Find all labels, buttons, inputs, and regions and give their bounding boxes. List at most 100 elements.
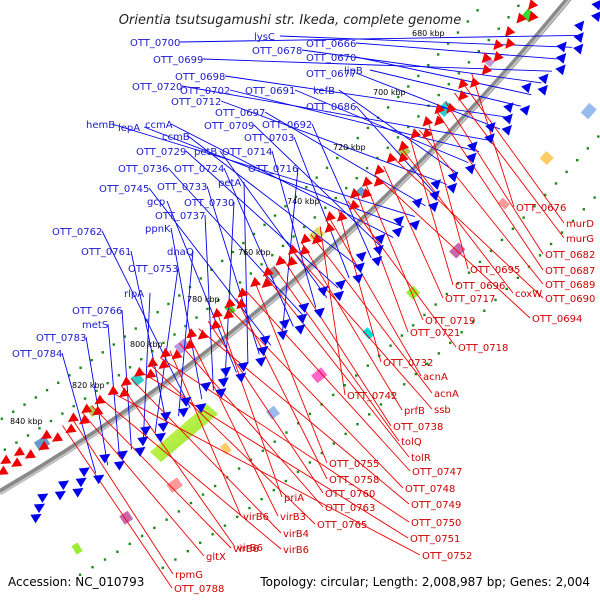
leader-line — [181, 85, 490, 141]
track-dot — [386, 106, 390, 109]
track-dot — [366, 364, 369, 367]
reverse-gene-arrow — [160, 347, 172, 358]
leader-line — [355, 42, 563, 60]
reverse-gene-label: virB6 — [283, 545, 309, 556]
reverse-gene-arrow — [145, 368, 157, 379]
forward-gene-arrow — [373, 244, 384, 256]
reverse-gene-label: OTT_0752 — [422, 551, 472, 562]
leader-line — [217, 313, 283, 498]
reverse-gene-arrow — [325, 211, 336, 222]
forward-gene-arrow — [177, 407, 189, 418]
forward-gene-arrow — [485, 121, 496, 133]
forward-gene-label: OTT_0762 — [52, 227, 102, 238]
leader-line — [273, 266, 400, 442]
track-dot — [95, 389, 98, 393]
reverse-gene-arrow — [446, 102, 457, 114]
track-dot — [449, 341, 452, 345]
forward-gene-arrow — [220, 366, 232, 377]
reverse-gene-arrow — [422, 115, 434, 127]
genome-title: Orientia tsutsugamushi str. Ikeda, compl… — [119, 13, 461, 28]
leader-line — [338, 89, 458, 174]
track-dot — [582, 208, 586, 211]
forward-gene-arrow — [333, 290, 345, 302]
track-dot — [414, 372, 417, 376]
leader-line — [223, 167, 294, 327]
track-dot — [15, 441, 18, 444]
leader-line — [62, 425, 173, 589]
reverse-gene-arrow — [236, 298, 248, 309]
leader-line — [101, 230, 191, 408]
track-dot — [296, 470, 300, 473]
reverse-gene-label: OTT_0719 — [425, 316, 475, 327]
track-dot — [437, 93, 440, 97]
forward-gene-label: OTT_0766 — [72, 306, 122, 317]
track-dot — [213, 484, 217, 488]
leader-line — [178, 250, 194, 417]
track-dot — [177, 510, 180, 513]
leader-line — [392, 156, 544, 299]
track-dot — [140, 358, 143, 361]
leader-line — [282, 258, 392, 427]
reverse-gene-arrow — [67, 412, 79, 423]
reverse-gene-arrow — [386, 152, 397, 164]
reverse-gene-arrow — [373, 176, 385, 187]
forward-gene-arrow — [411, 197, 423, 209]
scale-mark-label: 800 kbp — [130, 340, 163, 349]
forward-gene-arrow — [215, 387, 227, 399]
track-dot — [128, 366, 132, 369]
leader-line — [462, 83, 565, 224]
track-dot — [242, 241, 245, 245]
forward-gene-label: lipB — [344, 66, 363, 77]
forward-gene-arrow — [37, 493, 49, 503]
reverse-gene-label: tolR — [411, 453, 431, 464]
forward-gene-arrow — [195, 403, 207, 414]
track-dot — [437, 352, 441, 355]
reverse-gene-label: OTT_0747 — [412, 467, 462, 478]
leader-line — [355, 56, 532, 96]
track-dot — [315, 176, 318, 179]
track-dot — [403, 383, 406, 386]
reverse-gene-arrow — [458, 78, 469, 89]
forward-gene-arrow — [33, 503, 45, 514]
track-dot — [199, 277, 202, 280]
leader-line — [121, 385, 236, 548]
leader-line — [224, 75, 511, 119]
forward-gene-arrow — [374, 233, 386, 245]
forward-gene-arrow — [298, 302, 310, 313]
feature-band — [220, 442, 232, 455]
leader-line — [436, 111, 544, 271]
reverse-gene-arrow — [250, 276, 261, 288]
track-dot — [576, 158, 579, 162]
forward-gene-arrow — [484, 133, 495, 144]
track-dot — [237, 467, 241, 470]
track-dot — [400, 334, 404, 337]
forward-gene-label: OTT_0677 — [306, 69, 356, 80]
forward-gene-label: OTT_0724 — [174, 164, 224, 175]
reverse-gene-label: OTT_0763 — [325, 503, 375, 514]
leader-line — [253, 124, 383, 249]
reverse-gene-arrow — [237, 287, 249, 298]
track-dot — [165, 518, 168, 521]
reverse-gene-arrow — [410, 128, 422, 139]
reverse-gene-label: murG — [566, 234, 594, 245]
reverse-gene-arrow — [336, 211, 348, 222]
track-dot — [199, 541, 202, 544]
reverse-gene-label: OTT_0718 — [458, 343, 508, 354]
forward-gene-arrow — [160, 411, 172, 422]
leader-line — [148, 187, 272, 346]
track-dot — [294, 195, 298, 198]
reverse-gene-label: coxW — [515, 289, 542, 300]
reverse-gene-label: ssb — [434, 405, 451, 416]
forward-gene-arrow — [573, 32, 584, 44]
scale-mark-label: 680 kbp — [412, 29, 445, 38]
reverse-gene-label: virB6 — [243, 512, 269, 523]
forward-gene-arrow — [446, 182, 458, 194]
forward-gene-label: OTT_0670 — [306, 53, 356, 64]
forward-gene-label: petB — [194, 147, 217, 158]
reverse-gene-arrow — [286, 256, 298, 267]
leader-line — [311, 123, 372, 259]
track-dot — [476, 9, 479, 12]
track-dot — [236, 515, 239, 519]
track-dot — [356, 136, 359, 140]
